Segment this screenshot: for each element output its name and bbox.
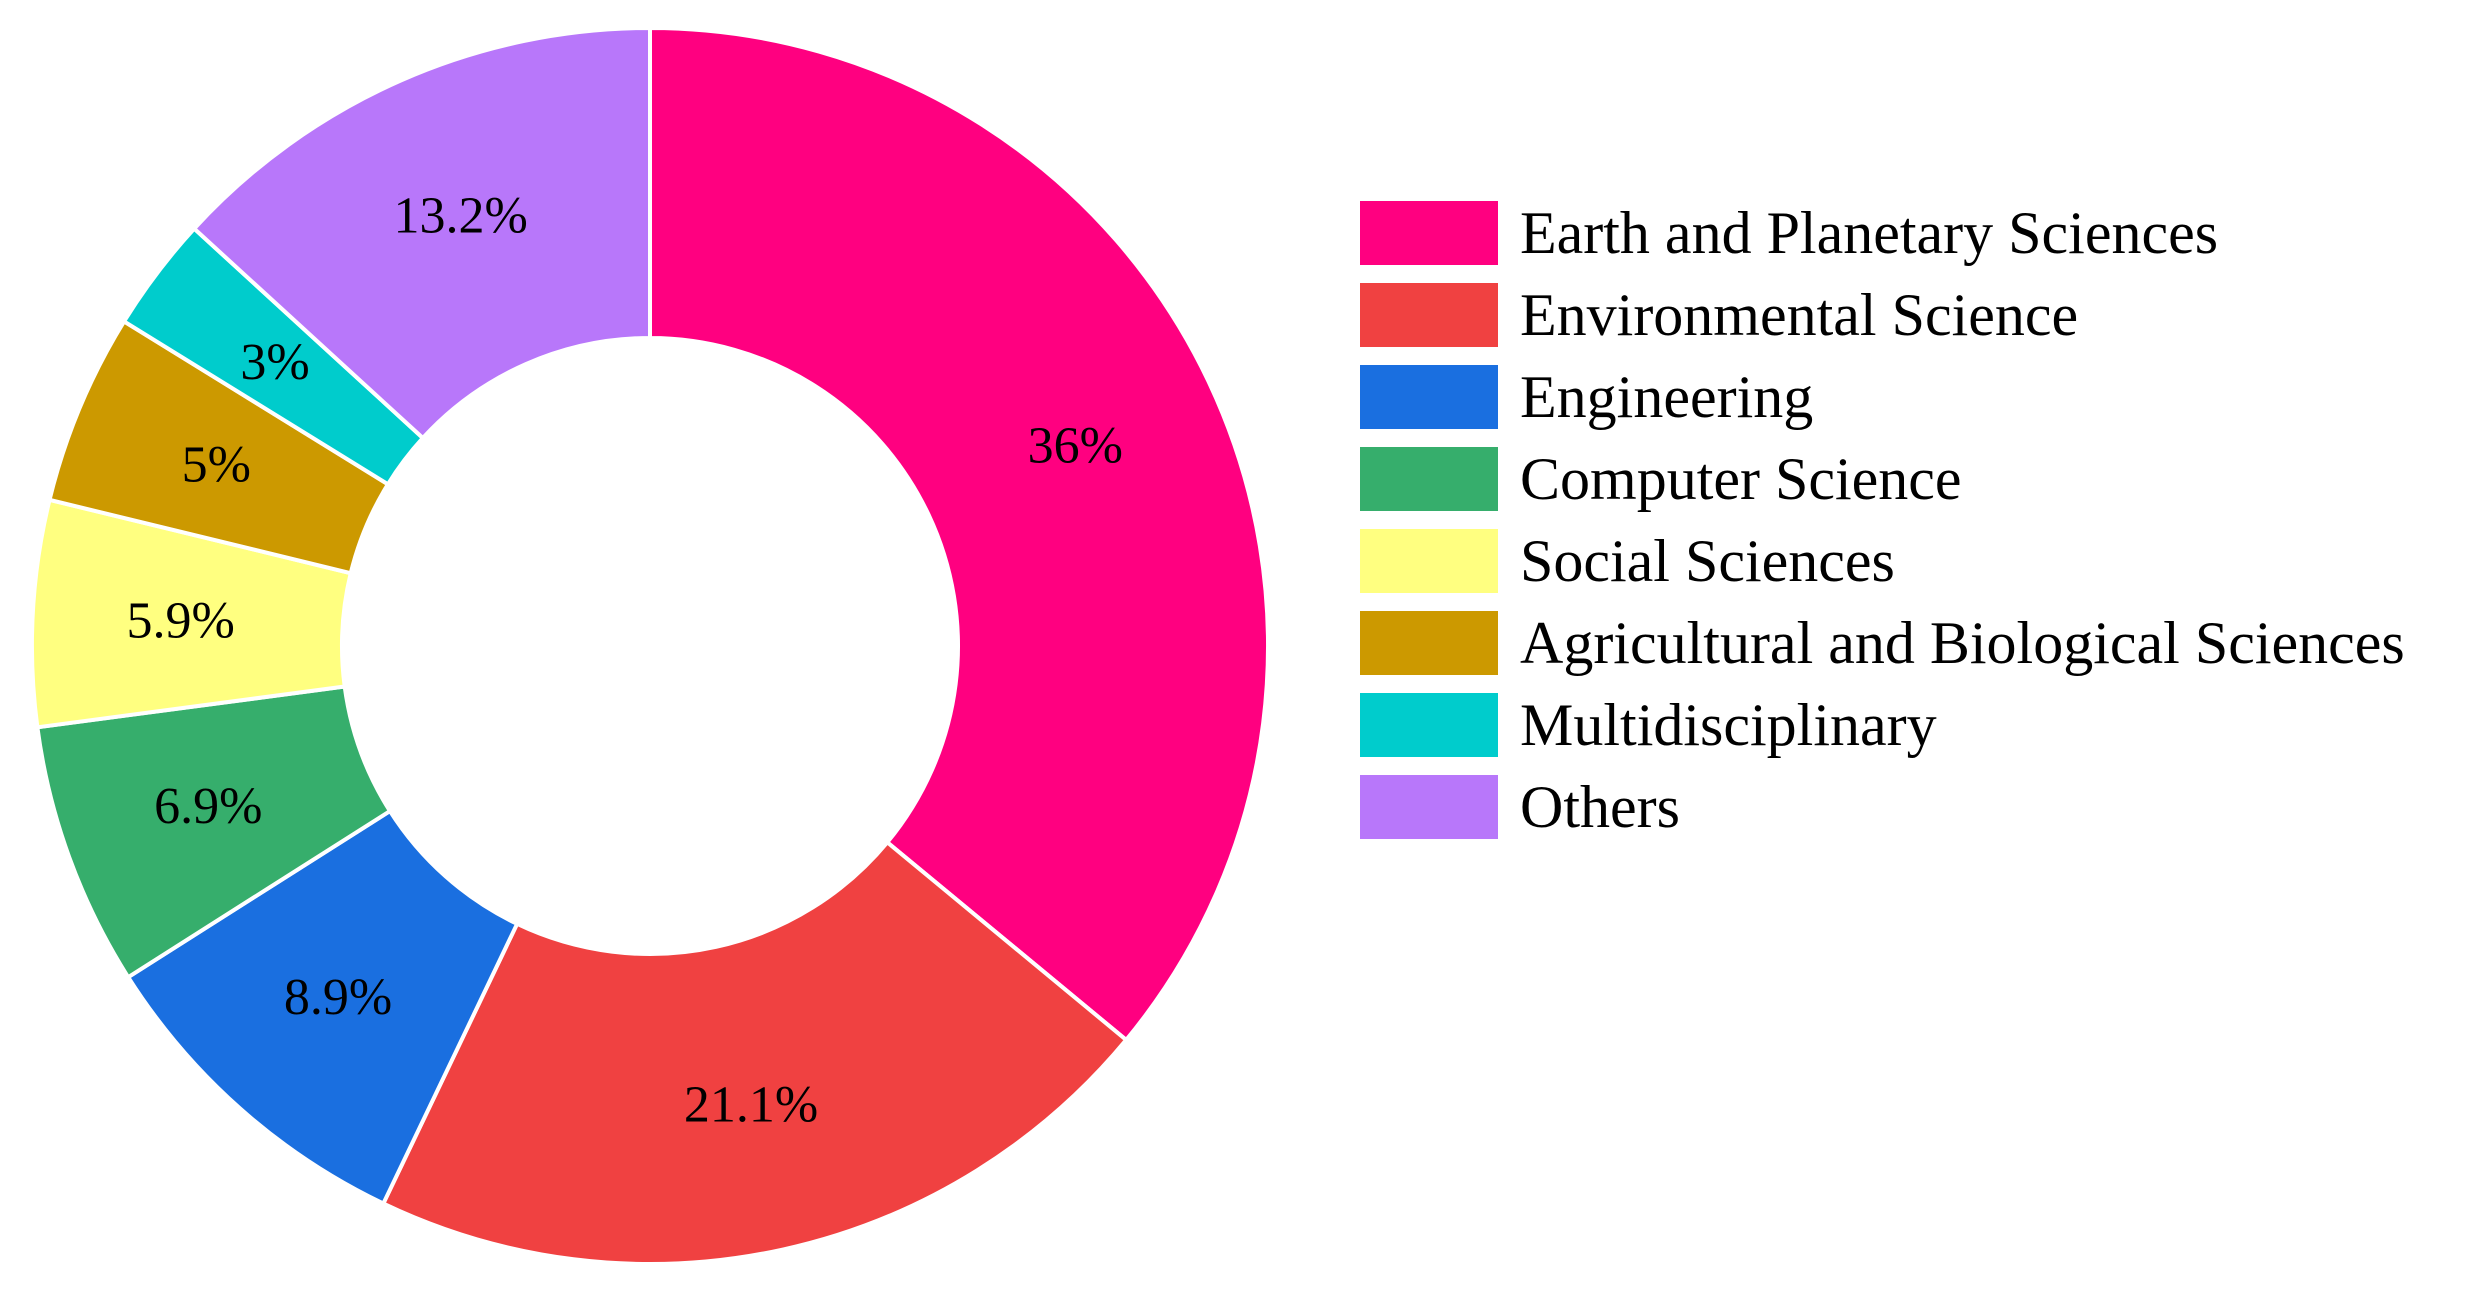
legend: Earth and Planetary Sciences Environmenta… bbox=[1360, 192, 2405, 848]
legend-swatch bbox=[1360, 611, 1498, 675]
slice-label-6: 3% bbox=[240, 334, 309, 391]
legend-label: Engineering bbox=[1520, 364, 1814, 430]
slice-label-1: 21.1% bbox=[684, 1077, 818, 1134]
legend-label: Earth and Planetary Sciences bbox=[1520, 200, 2219, 266]
legend-label: Computer Science bbox=[1520, 446, 1962, 512]
slice-2 bbox=[125, 808, 520, 1207]
slice-labels-group: 36% 21.1% 8.9% 6.9% 5.9% 5% 3% 13.2% bbox=[127, 187, 1123, 1133]
slice-1 bbox=[380, 839, 1129, 1266]
legend-item: Social Sciences bbox=[1360, 520, 2405, 602]
legend-swatch bbox=[1360, 529, 1498, 593]
legend-swatch bbox=[1360, 775, 1498, 839]
legend-swatch bbox=[1360, 283, 1498, 347]
legend-label: Environmental Science bbox=[1520, 282, 2079, 348]
legend-item: Earth and Planetary Sciences bbox=[1360, 192, 2405, 274]
legend-label: Agricultural and Biological Sciences bbox=[1520, 610, 2405, 676]
donut-chart: 36% 21.1% 8.9% 6.9% 5.9% 5% 3% 13.2% bbox=[30, 25, 1270, 1266]
slices-group bbox=[30, 25, 1270, 1266]
legend-item: Agricultural and Biological Sciences bbox=[1360, 602, 2405, 684]
slice-label-2: 8.9% bbox=[284, 969, 392, 1026]
legend-swatch bbox=[1360, 693, 1498, 757]
slice-7 bbox=[191, 25, 652, 441]
legend-label: Others bbox=[1520, 774, 1680, 840]
legend-label: Multidisciplinary bbox=[1520, 692, 1937, 758]
legend-item: Others bbox=[1360, 766, 2405, 848]
slice-0 bbox=[648, 25, 1270, 1043]
legend-item: Computer Science bbox=[1360, 438, 2405, 520]
slice-label-3: 6.9% bbox=[154, 778, 262, 835]
legend-swatch bbox=[1360, 365, 1498, 429]
slice-label-7: 13.2% bbox=[393, 187, 527, 244]
legend-swatch bbox=[1360, 447, 1498, 511]
slice-label-0: 36% bbox=[1028, 417, 1123, 474]
legend-item: Environmental Science bbox=[1360, 274, 2405, 356]
legend-label: Social Sciences bbox=[1520, 528, 1895, 594]
legend-item: Multidisciplinary bbox=[1360, 684, 2405, 766]
legend-item: Engineering bbox=[1360, 356, 2405, 438]
slice-label-4: 5.9% bbox=[127, 592, 235, 649]
legend-swatch bbox=[1360, 201, 1498, 265]
slice-label-5: 5% bbox=[182, 436, 251, 493]
